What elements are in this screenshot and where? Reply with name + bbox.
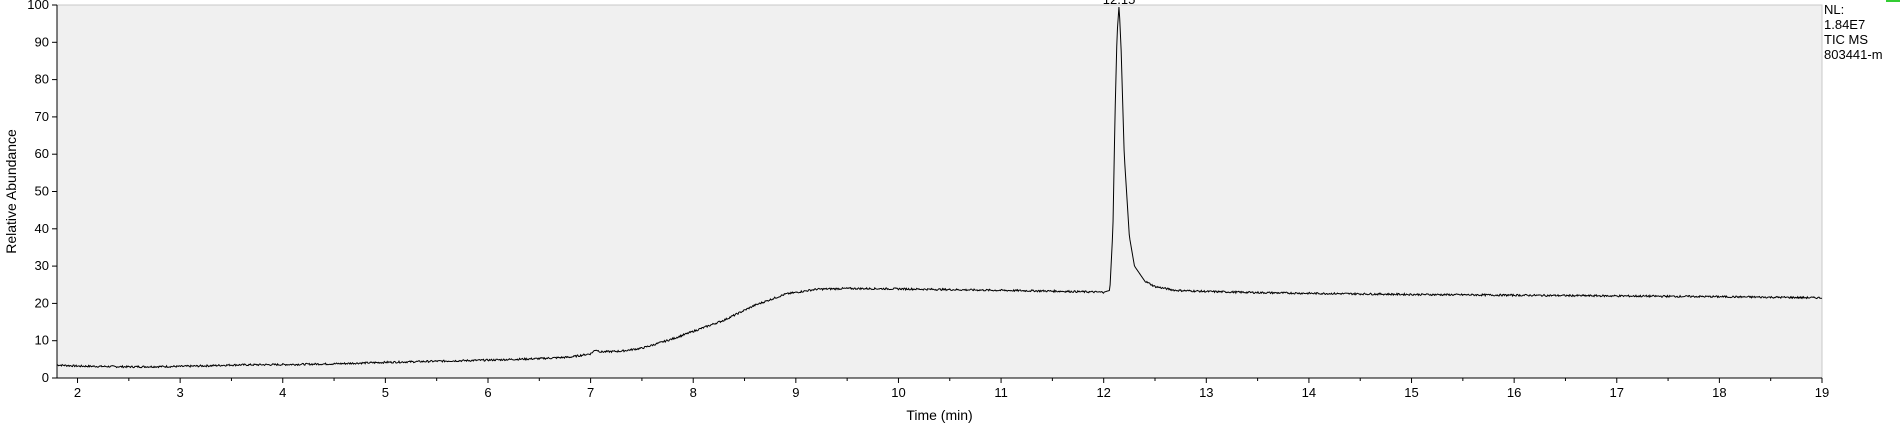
x-tick-label: 3	[177, 385, 184, 400]
x-tick-label: 5	[382, 385, 389, 400]
x-tick-label: 14	[1302, 385, 1316, 400]
y-axis-title: Relative Abundance	[3, 129, 19, 254]
x-tick-label: 7	[587, 385, 594, 400]
trace-label: TIC MS	[1824, 32, 1869, 47]
plot-area	[56, 4, 1823, 379]
x-tick-label: 6	[484, 385, 491, 400]
x-tick-label: 12	[1096, 385, 1110, 400]
nl-value: 1.84E7	[1824, 17, 1866, 32]
x-tick-label: 10	[891, 385, 905, 400]
y-tick-label: 80	[35, 72, 49, 87]
x-tick-label: 16	[1507, 385, 1521, 400]
x-tick-label: 17	[1610, 385, 1624, 400]
x-tick-label: 15	[1404, 385, 1418, 400]
tic-trace-line	[56, 6, 1823, 369]
x-tick-label: 13	[1199, 385, 1213, 400]
nl-label: NL:	[1824, 2, 1845, 17]
x-tick-label: 9	[792, 385, 799, 400]
corner-indicator	[1886, 0, 1900, 2]
y-tick-label: 0	[42, 370, 49, 385]
y-tick-label: 70	[35, 109, 49, 124]
y-tick-label: 50	[35, 184, 49, 199]
x-tick-label: 19	[1815, 385, 1829, 400]
file-name: 803441-m	[1824, 47, 1883, 62]
y-tick-label: 90	[35, 34, 49, 49]
y-tick-label: 40	[35, 221, 49, 236]
x-tick-label: 2	[74, 385, 81, 400]
y-tick-label: 20	[35, 295, 49, 310]
trace-info-panel: NL: 1.84E7 TIC MS 803441-m	[1824, 2, 1883, 62]
y-tick-label: 10	[35, 333, 49, 348]
x-axis-title: Time (min)	[906, 407, 972, 423]
y-tick-label: 60	[35, 146, 49, 161]
y-tick-label: 100	[27, 0, 49, 12]
y-axis-ticks: 0 10 20 30 40 50 60 70 80 90 100	[27, 0, 58, 385]
peak-label: 12.15	[1103, 0, 1136, 7]
x-tick-label: 11	[994, 385, 1008, 400]
x-axis-ticks: 2 3 4 5 6 7 8 9 10 11 12 13 14 15 16 17 18 19	[57, 377, 1829, 400]
y-tick-label: 30	[35, 258, 49, 273]
x-tick-label: 4	[279, 385, 286, 400]
x-tick-label: 8	[690, 385, 697, 400]
x-tick-label: 18	[1712, 385, 1726, 400]
